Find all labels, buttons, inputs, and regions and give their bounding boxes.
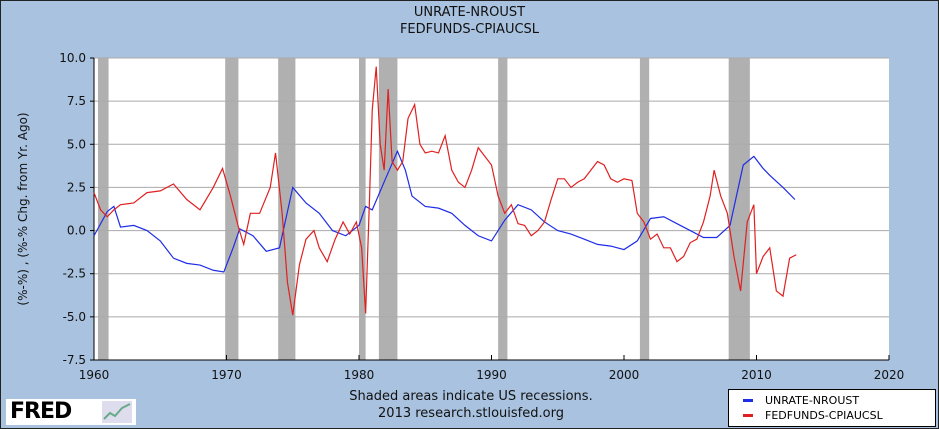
y-tick-label: -2.5 (63, 267, 86, 281)
recession-band (728, 58, 750, 360)
legend-label: UNRATE-NROUST (765, 394, 860, 407)
y-tick-label: 7.5 (67, 94, 86, 108)
x-tick-label: 1960 (79, 368, 110, 382)
legend-swatch (743, 399, 753, 402)
chart-title-line2: FEDFUNDS-CPIAUCSL (399, 22, 540, 37)
y-tick-label: 2.5 (67, 180, 86, 194)
x-tick-label: 2000 (609, 368, 640, 382)
y-axis-label: (%-%) , (%-% Chg. from Yr. Ago) (16, 112, 30, 305)
recession-band (97, 58, 109, 360)
y-tick-label: 0.0 (67, 224, 86, 238)
fedfunds-cpiaucsl-line (93, 66, 797, 316)
legend-item-unrate: UNRATE-NROUST (743, 394, 859, 407)
legend: UNRATE-NROUST FEDFUNDS-CPIAUCSL (728, 389, 936, 427)
x-tick-label: 1980 (344, 368, 375, 382)
unrate-nroust-line (93, 149, 796, 273)
plot-area (94, 58, 889, 360)
legend-swatch (743, 414, 753, 417)
y-tick-label: 10.0 (59, 51, 86, 65)
y-tick-label: -7.5 (63, 353, 86, 367)
recession-band (378, 58, 398, 360)
x-tick-label: 1990 (476, 368, 507, 382)
source-note: 2013 research.stlouisfed.org (378, 406, 564, 421)
x-tick-label: 2010 (741, 368, 772, 382)
chart-title-line1: UNRATE-NROUST (413, 5, 526, 20)
legend-label: FEDFUNDS-CPIAUCSL (765, 409, 883, 422)
y-tick-label: -5.0 (63, 310, 86, 324)
recession-band (225, 58, 239, 360)
legend-item-fedfunds: FEDFUNDS-CPIAUCSL (743, 409, 883, 422)
recession-note: Shaded areas indicate US recessions. (349, 389, 593, 404)
recession-band (639, 58, 650, 360)
y-tick-label: 5.0 (67, 137, 86, 151)
chart-logo-icon (102, 401, 132, 423)
x-tick-label: 2020 (874, 368, 905, 382)
fred-logo-text: FRED (10, 399, 72, 424)
fred-logo: FRED (6, 399, 136, 425)
recession-band (359, 58, 366, 360)
x-tick-label: 1970 (211, 368, 242, 382)
recession-band (278, 58, 296, 360)
